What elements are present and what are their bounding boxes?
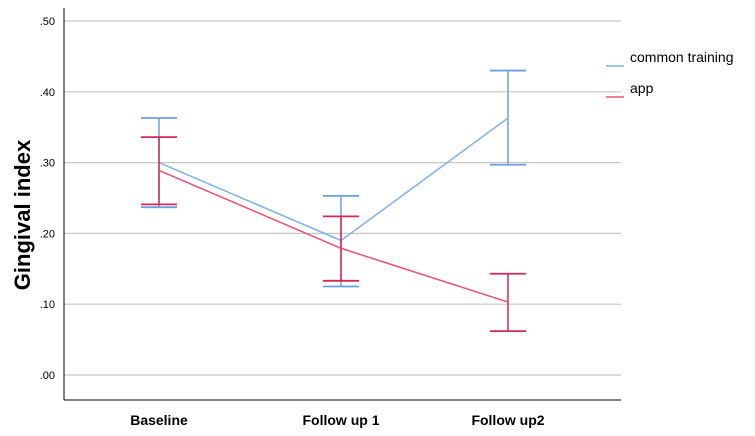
- y-axis-label: Gingival index: [10, 139, 35, 290]
- y-tick-label: .30: [40, 158, 55, 170]
- y-tick-label: .40: [40, 87, 55, 99]
- legend-label: common training: [630, 49, 734, 65]
- y-tick-label: .00: [40, 370, 55, 382]
- x-tick-label: Follow up 1: [303, 412, 380, 428]
- data-point: [340, 247, 342, 250]
- y-tick-label: .50: [40, 16, 55, 28]
- x-tick-label: Baseline: [130, 412, 188, 428]
- y-tick-label: .20: [40, 228, 55, 240]
- grid-layer: [64, 20, 621, 376]
- series-line: [158, 169, 509, 303]
- series-line: [158, 117, 509, 242]
- y-tick-label: .10: [40, 299, 55, 311]
- legend-label: app: [630, 80, 654, 96]
- x-tick-label: Follow up2: [471, 412, 544, 428]
- data-point: [158, 169, 160, 172]
- data-point: [507, 117, 509, 119]
- axis-layer: .00 .10 .20 .30 .40 .50 Baseline Follow up 1 Fol…: [40, 8, 621, 428]
- series-layer: [141, 69, 526, 333]
- legend-layer: common training app: [606, 49, 734, 98]
- data-point: [507, 301, 509, 303]
